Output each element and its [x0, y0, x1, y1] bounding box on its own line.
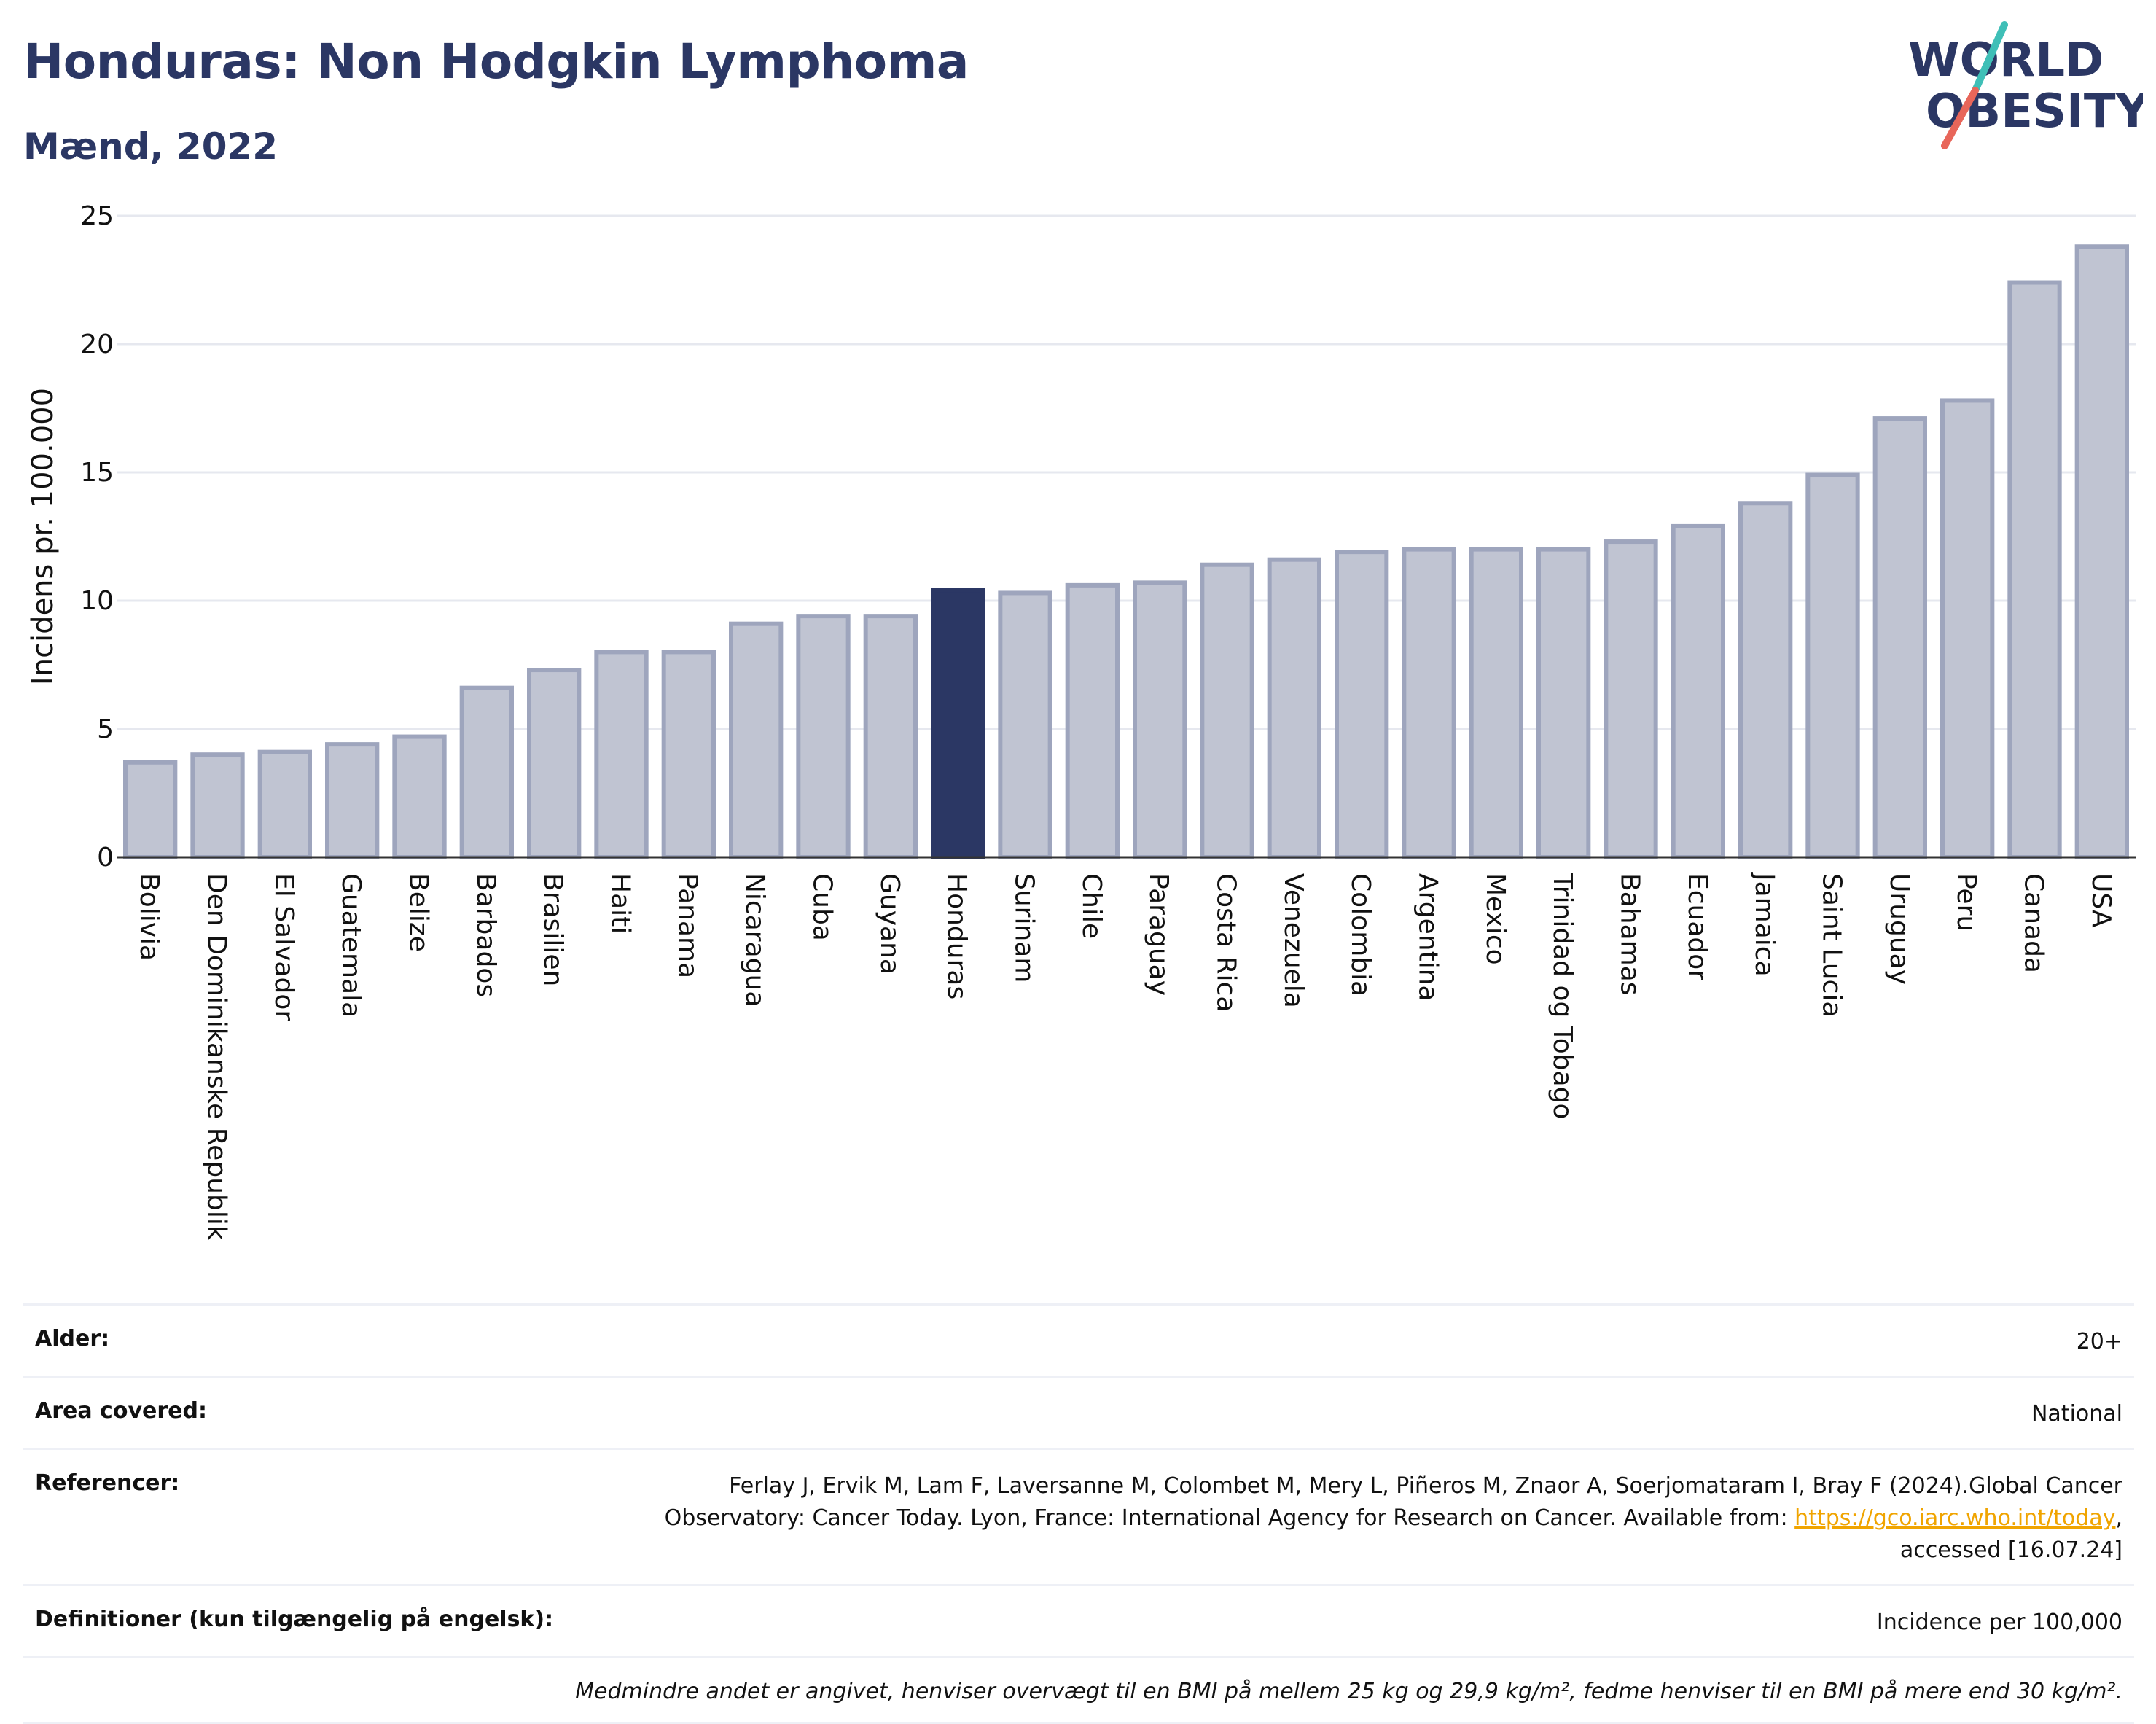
bar-guatemala: [325, 742, 380, 859]
bar-saint-lucia: [1805, 472, 1860, 859]
y-tick-label: 25: [80, 201, 114, 231]
x-tick-label: Mexico: [1480, 873, 1510, 965]
age-value: 20+: [2076, 1329, 2122, 1354]
definitions-label: Definitioner (kun tilgængelig på engelsk…: [35, 1607, 554, 1632]
x-tick-label: Guatemala: [336, 873, 366, 1018]
bar-venezuela: [1267, 557, 1321, 859]
bar-costa-rica: [1200, 562, 1254, 859]
bar-jamaica: [1738, 501, 1793, 859]
x-tick-label: Barbados: [471, 873, 501, 997]
bars: [123, 244, 2129, 860]
bar-paraguay: [1133, 580, 1187, 859]
bar-el-salvador: [257, 749, 312, 860]
x-tick-label: Colombia: [1345, 873, 1375, 996]
x-tick-label: Panama: [673, 873, 703, 978]
x-tick-label: Nicaragua: [740, 873, 770, 1007]
x-tick-label: Ecuador: [1682, 873, 1712, 980]
logo-text-world: WORLD: [1908, 34, 2104, 87]
info-row-definitions: Definitioner (kun tilgængelig på engelsk…: [23, 1584, 2134, 1656]
bar-usa: [2074, 244, 2129, 859]
x-tick-label: Cuba: [808, 873, 837, 941]
bar-honduras: [931, 588, 985, 859]
chart-title: Honduras: Non Hodgkin Lymphoma: [23, 34, 969, 90]
bar-canada: [2007, 280, 2062, 859]
bar-haiti: [594, 650, 649, 860]
y-axis-title: Incidens pr. 100.000: [26, 388, 60, 685]
info-row-area: Area covered: National: [23, 1376, 2134, 1448]
world-obesity-logo: WORLD OBESITY: [1908, 21, 2143, 149]
x-tick-label: Paraguay: [1144, 873, 1173, 996]
x-tick-label: Haiti: [606, 873, 636, 934]
y-tick-label: 15: [80, 458, 114, 488]
x-tick-label: Canada: [2019, 873, 2049, 973]
x-tick-label: Saint Lucia: [1817, 873, 1847, 1017]
info-row-references: Referencer: Ferlay J, Ervik M, Lam F, La…: [23, 1448, 2134, 1584]
footnote: Medmindre andet er angivet, henviser ove…: [575, 1679, 2122, 1704]
bar-bahamas: [1604, 539, 1658, 859]
x-tick-label: Costa Rica: [1211, 873, 1241, 1012]
references-text: Ferlay J, Ervik M, Lam F, Laversanne M, …: [664, 1473, 2122, 1531]
bar-nicaragua: [729, 621, 784, 859]
x-tick-label: Venezuela: [1278, 873, 1308, 1008]
x-tick-label: Den Dominikanske Republik: [202, 873, 232, 1241]
bar-bolivia: [123, 760, 178, 860]
bar-mexico: [1469, 547, 1523, 859]
logo-slash-teal: [1972, 21, 2008, 94]
x-tick-label: USA: [2086, 873, 2116, 928]
x-tick-label: Brasilien: [538, 873, 568, 986]
references-suffix: , accessed [16.07.24]: [1899, 1505, 2122, 1563]
x-tick-label: Trinidad og Tobago: [1547, 873, 1577, 1120]
y-tick-label: 5: [97, 714, 114, 744]
bar-den-dominikanske-republik: [190, 752, 245, 859]
bar-uruguay: [1872, 416, 1927, 859]
x-tick-label: El Salvador: [269, 873, 299, 1021]
y-axis-ticks: 0 5 10 15 20 25: [80, 201, 114, 873]
bar-ecuador: [1671, 523, 1725, 859]
x-tick-label: Belize: [404, 873, 434, 952]
bar-chart: 0 5 10 15 20 25 Bolivia Den Dominikanske Repub…: [26, 201, 2136, 1241]
bar-belize: [392, 734, 447, 859]
x-tick-label: Honduras: [942, 873, 972, 999]
x-tick-label: Chile: [1077, 873, 1106, 939]
gridlines: [117, 214, 2136, 730]
bar-colombia: [1335, 550, 1389, 859]
bar-panama: [661, 650, 716, 860]
y-tick-label: 10: [80, 586, 114, 616]
bar-chile: [1065, 582, 1120, 859]
bar-guyana: [863, 614, 918, 859]
definitions-value: Incidence per 100,000: [1876, 1610, 2122, 1635]
x-tick-label: Argentina: [1413, 873, 1443, 1002]
age-label: Alder:: [35, 1326, 110, 1351]
x-tick-label: Guyana: [875, 873, 905, 975]
chart-subtitle: Mænd, 2022: [23, 125, 278, 168]
y-tick-label: 0: [97, 843, 114, 873]
x-tick-label: Bolivia: [134, 873, 164, 961]
y-tick-label: 20: [80, 329, 114, 359]
bar-argentina: [1402, 547, 1456, 859]
x-tick-label: Jamaica: [1749, 872, 1779, 977]
bar-brasilien: [527, 668, 582, 859]
x-axis-labels: Bolivia Den Dominikanske Republik El Salva…: [134, 872, 2116, 1241]
x-tick-label: Uruguay: [1884, 873, 1914, 985]
x-tick-label: Surinam: [1009, 873, 1039, 983]
bar-barbados: [459, 685, 514, 859]
bar-cuba: [796, 614, 851, 859]
bar-peru: [1940, 398, 1995, 859]
info-row-note: Medmindre andet er angivet, henviser ove…: [23, 1656, 2134, 1724]
logo-slash-coral: [1941, 87, 1979, 149]
references-value: Ferlay J, Ervik M, Lam F, Laversanne M, …: [621, 1470, 2122, 1567]
x-tick-label: Peru: [1951, 873, 1981, 932]
info-row-age: Alder: 20+: [23, 1303, 2134, 1376]
bar-trinidad-og-tobago: [1536, 547, 1591, 859]
area-value: National: [2031, 1401, 2122, 1427]
x-tick-label: Bahamas: [1615, 873, 1645, 996]
references-link[interactable]: https://gco.iarc.who.int/today: [1794, 1505, 2116, 1531]
info-table: Alder: 20+ Area covered: National Refere…: [23, 1303, 2134, 1724]
area-label: Area covered:: [35, 1398, 207, 1424]
references-label: Referencer:: [35, 1470, 180, 1496]
bar-surinam: [998, 590, 1052, 859]
